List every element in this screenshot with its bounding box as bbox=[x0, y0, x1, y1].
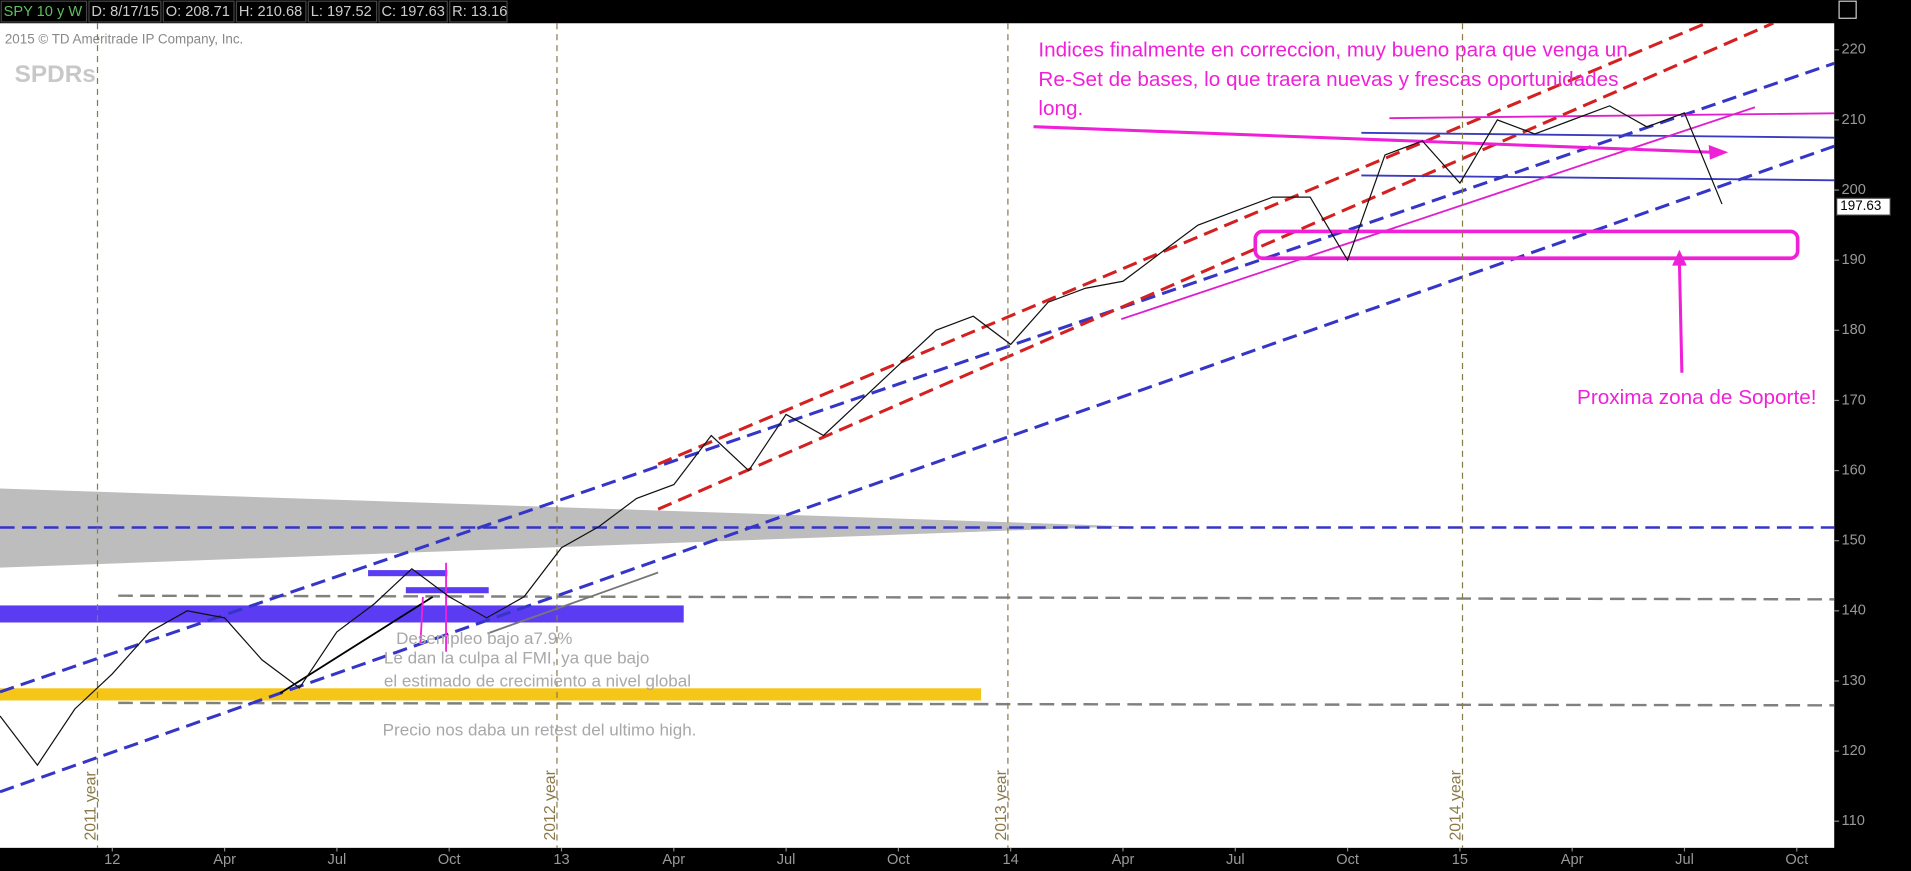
x-tick-label: Oct bbox=[887, 852, 910, 868]
gray-trendline bbox=[487, 571, 659, 635]
last-price-label: 197.63 bbox=[1840, 198, 1881, 213]
note: Le dan la culpa al FMI, ya que bajo bbox=[384, 649, 649, 668]
magenta-line bbox=[1120, 106, 1756, 321]
support-zone bbox=[1253, 229, 1800, 261]
plot-area bbox=[0, 23, 1835, 848]
y-tick-label: 140 bbox=[1842, 603, 1866, 619]
arrow bbox=[1677, 263, 1684, 373]
x-tick-label: Apr bbox=[1561, 852, 1584, 868]
year-label: 2014 year bbox=[1448, 769, 1465, 840]
x-tick-label: 13 bbox=[553, 852, 569, 868]
annotation: long. bbox=[1038, 97, 1083, 120]
header-item: H: 210.68 bbox=[239, 4, 302, 20]
y-tick-label: 120 bbox=[1842, 743, 1866, 759]
x-tick-label: Jul bbox=[777, 852, 796, 868]
header-cell bbox=[449, 0, 508, 23]
annotation: Proxima zona de Soporte! bbox=[1577, 386, 1816, 409]
header-item: SPY 10 y W bbox=[4, 4, 83, 20]
y-tick-label: 190 bbox=[1842, 252, 1866, 268]
drawings bbox=[0, 21, 1835, 794]
header-cell bbox=[307, 0, 378, 23]
x-tick-label: 15 bbox=[1452, 852, 1468, 868]
magenta-tick bbox=[419, 596, 424, 644]
y-tick-label: 170 bbox=[1842, 392, 1866, 408]
header-item: R: 13.16 bbox=[452, 4, 507, 20]
last-price-box bbox=[1836, 197, 1891, 216]
logo: SPDRs bbox=[15, 61, 96, 88]
arrow-head bbox=[1672, 249, 1687, 266]
year-label: 2012 year bbox=[542, 769, 559, 840]
header-cell bbox=[378, 0, 448, 23]
price-line bbox=[0, 105, 1723, 767]
x-tick-label: Oct bbox=[1336, 852, 1359, 868]
year-label: 2013 year bbox=[993, 769, 1010, 840]
x-tick-label: Jul bbox=[1675, 852, 1694, 868]
header-cell bbox=[88, 0, 162, 23]
arrow bbox=[1033, 125, 1713, 154]
gray-dashed-level bbox=[118, 594, 1835, 601]
note: Desempleo bajo a7.9% bbox=[396, 629, 572, 648]
black-trendline bbox=[279, 596, 434, 694]
y-tick-label: 130 bbox=[1842, 673, 1866, 689]
support-band bbox=[0, 688, 982, 701]
x-tick-label: Jul bbox=[1226, 852, 1245, 868]
y-tick-label: 180 bbox=[1842, 322, 1866, 338]
y-tick-label: 150 bbox=[1842, 533, 1866, 549]
arrow-head bbox=[1708, 144, 1729, 160]
icon bbox=[1838, 0, 1857, 19]
x-tick-label: Apr bbox=[213, 852, 236, 868]
note: el estimado de crecimiento a nivel globa… bbox=[384, 672, 691, 691]
x-tick-label: Oct bbox=[438, 852, 461, 868]
red-trendline bbox=[657, 21, 1707, 466]
header-cell bbox=[162, 0, 235, 23]
header-item: D: 8/17/15 bbox=[91, 4, 158, 20]
note: Precio nos daba un retest del ultimo hig… bbox=[383, 720, 697, 739]
blue-channel bbox=[1361, 131, 1835, 139]
cone bbox=[0, 488, 1128, 568]
header-cell bbox=[0, 0, 88, 23]
x-tick-label: Jul bbox=[328, 852, 347, 868]
y-tick-label: 210 bbox=[1842, 112, 1866, 128]
copyright: 2015 © TD Ameritrade IP Company, Inc. bbox=[5, 32, 243, 47]
year-label: 2011 year bbox=[83, 771, 100, 841]
blue-channel bbox=[1361, 174, 1835, 182]
y-tick-label: 160 bbox=[1842, 462, 1866, 478]
header-item: L: 197.52 bbox=[311, 4, 372, 20]
annotation: Re-Set de bases, lo que traera nuevas y … bbox=[1038, 68, 1618, 91]
y-tick-label: 220 bbox=[1842, 42, 1866, 58]
annotation: Indices finalmente en correccion, muy bu… bbox=[1038, 39, 1627, 62]
x-tick-label: 12 bbox=[104, 852, 120, 868]
red-trendline bbox=[657, 21, 1774, 511]
purple-level bbox=[405, 587, 489, 594]
x-tick-label: 14 bbox=[1003, 852, 1019, 868]
header-cell bbox=[235, 0, 307, 23]
resistance-band bbox=[0, 605, 684, 623]
header-item: C: 197.63 bbox=[381, 4, 444, 20]
header-item: O: 208.71 bbox=[166, 4, 230, 20]
y-tick-label: 110 bbox=[1842, 813, 1865, 829]
header-bar bbox=[0, 0, 1835, 24]
blue-trendline bbox=[0, 144, 1835, 794]
x-tick-label: Apr bbox=[662, 852, 685, 868]
magenta-line bbox=[1389, 112, 1835, 120]
blue-trendline bbox=[0, 61, 1835, 694]
x-tick-label: Apr bbox=[1112, 852, 1135, 868]
x-tick-label: Oct bbox=[1785, 852, 1808, 868]
gray-dashed-level bbox=[118, 701, 1835, 707]
y-tick-label: 200 bbox=[1842, 182, 1866, 198]
